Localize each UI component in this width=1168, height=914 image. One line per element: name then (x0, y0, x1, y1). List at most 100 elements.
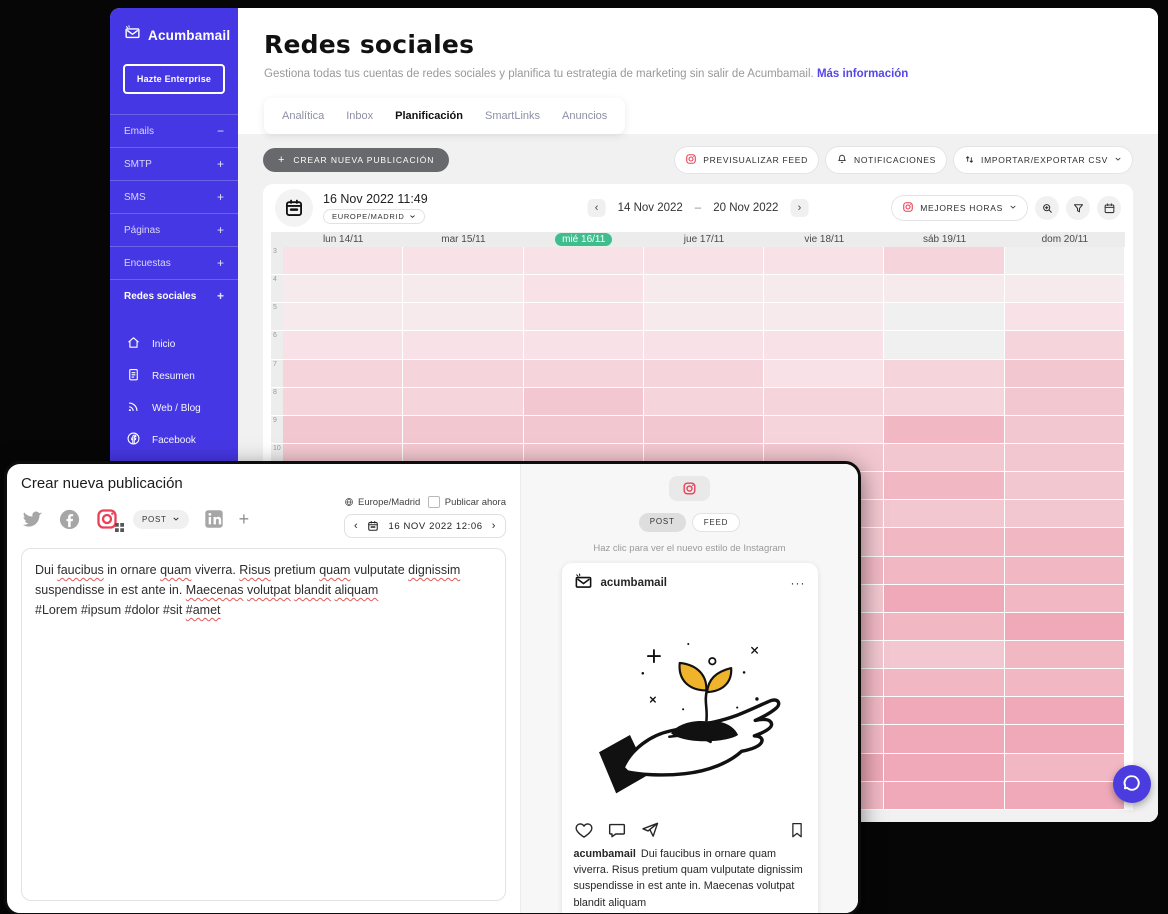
heatmap-cell[interactable] (523, 247, 644, 276)
more-info-link[interactable]: Más información (816, 68, 909, 80)
heatmap-cell[interactable] (884, 640, 1005, 670)
heatmap-cell[interactable] (283, 247, 404, 276)
heatmap-cell[interactable] (884, 303, 1005, 332)
expand-icon[interactable]: + (216, 289, 224, 303)
heatmap-cell[interactable] (643, 415, 765, 444)
facebook-network-button[interactable] (58, 508, 81, 531)
sidebar-section-smtp[interactable]: SMTP + (110, 147, 238, 180)
schedule-datetime-picker[interactable]: ‹ 16 NOV 2022 12:06 › (344, 514, 506, 538)
best-hours-selector[interactable]: MEJORES HORAS (891, 195, 1028, 221)
tab-analítica[interactable]: Analítica (282, 110, 325, 122)
instagram-network-button[interactable] (95, 507, 124, 532)
sidebar-section-páginas[interactable]: Páginas + (110, 213, 238, 246)
heatmap-cell[interactable] (403, 247, 524, 276)
comment-button[interactable] (607, 820, 627, 840)
heatmap-cell[interactable] (403, 275, 524, 304)
heatmap-cell[interactable] (523, 359, 644, 388)
heatmap-cell[interactable] (643, 331, 765, 360)
heatmap-cell[interactable] (1004, 669, 1125, 698)
sidebar-section-encuestas[interactable]: Encuestas + (110, 246, 238, 279)
share-button[interactable] (640, 820, 660, 840)
heatmap-cell[interactable] (764, 331, 885, 360)
sidebar-item-inicio[interactable]: Inicio (110, 328, 238, 360)
heatmap-cell[interactable] (1004, 387, 1125, 416)
heatmap-cell[interactable] (1004, 331, 1125, 360)
heatmap-cell[interactable] (1004, 303, 1125, 332)
heatmap-cell[interactable] (283, 415, 404, 444)
prev-week-button[interactable]: ‹ (587, 199, 606, 217)
heatmap-cell[interactable] (884, 415, 1005, 444)
heatmap-cell[interactable] (884, 472, 1005, 501)
heatmap-cell[interactable] (403, 303, 524, 332)
preview-toggle-post[interactable]: POST (638, 513, 686, 532)
heatmap-cell[interactable] (643, 359, 765, 388)
heatmap-cell[interactable] (1004, 584, 1125, 613)
heatmap-cell[interactable] (283, 359, 404, 388)
heatmap-cell[interactable] (884, 500, 1005, 529)
heatmap-cell[interactable] (643, 247, 765, 276)
heatmap-cell[interactable] (884, 753, 1005, 782)
heatmap-cell[interactable] (1004, 528, 1125, 557)
filter-button[interactable] (1066, 196, 1090, 220)
heatmap-cell[interactable] (884, 387, 1005, 416)
datetime-next-button[interactable]: › (491, 520, 496, 532)
chat-widget-button[interactable] (1113, 765, 1151, 803)
heatmap-cell[interactable] (283, 303, 404, 332)
post-text-input[interactable]: Dui faucibus in ornare quam viverra. Ris… (21, 548, 506, 901)
heatmap-cell[interactable] (643, 387, 765, 416)
heatmap-cell[interactable] (884, 669, 1005, 698)
tab-anuncios[interactable]: Anuncios (562, 110, 608, 122)
heatmap-cell[interactable] (283, 387, 404, 416)
sidebar-section-sms[interactable]: SMS + (110, 180, 238, 213)
sidebar-item-resumen[interactable]: Resumen (110, 360, 238, 392)
heatmap-cell[interactable] (884, 612, 1005, 641)
heatmap-cell[interactable] (523, 415, 644, 444)
zoom-button[interactable] (1035, 196, 1059, 220)
sidebar-item-web-blog[interactable]: Web / Blog (110, 392, 238, 424)
heatmap-cell[interactable] (1004, 781, 1125, 810)
sidebar-section-redes-sociales[interactable]: Redes sociales + (110, 279, 238, 312)
preview-feed-button[interactable]: PREVISUALIZAR FEED (674, 146, 819, 174)
heatmap-cell[interactable] (1004, 753, 1125, 782)
expand-icon[interactable]: + (216, 157, 224, 171)
upgrade-button[interactable]: Hazte Enterprise (123, 64, 225, 94)
heatmap-cell[interactable] (884, 528, 1005, 557)
sidebar-section-emails[interactable]: Emails − (110, 114, 238, 147)
heatmap-cell[interactable] (1004, 612, 1125, 641)
heatmap-cell[interactable] (283, 275, 404, 304)
heatmap-cell[interactable] (764, 303, 885, 332)
heatmap-cell[interactable] (884, 275, 1005, 304)
tab-smartlinks[interactable]: SmartLinks (484, 110, 541, 122)
heatmap-cell[interactable] (523, 303, 644, 332)
heatmap-cell[interactable] (1004, 472, 1125, 501)
collapse-icon[interactable]: − (216, 124, 224, 138)
next-week-button[interactable]: › (790, 199, 809, 217)
tab-planificación[interactable]: Planificación (395, 110, 463, 122)
heatmap-cell[interactable] (764, 247, 885, 276)
heatmap-cell[interactable] (523, 331, 644, 360)
expand-icon[interactable]: + (216, 256, 224, 270)
post-type-selector[interactable]: POST (133, 509, 189, 529)
heatmap-cell[interactable] (283, 331, 404, 360)
heatmap-cell[interactable] (764, 415, 885, 444)
save-post-button[interactable] (788, 821, 806, 839)
linkedin-network-button[interactable] (203, 508, 225, 530)
heatmap-cell[interactable] (764, 275, 885, 304)
sidebar-item-facebook[interactable]: Facebook (110, 424, 238, 456)
instagram-preview-chip[interactable] (669, 476, 710, 501)
heatmap-cell[interactable] (884, 443, 1005, 473)
heatmap-cell[interactable] (884, 359, 1005, 388)
calendar-view-button[interactable] (1097, 196, 1121, 220)
heatmap-cell[interactable] (403, 331, 524, 360)
notifications-button[interactable]: NOTIFICACIONES (824, 146, 948, 174)
heatmap-cell[interactable] (1004, 275, 1125, 304)
heatmap-cell[interactable] (764, 359, 885, 388)
heatmap-cell[interactable] (403, 387, 524, 416)
tab-inbox[interactable]: Inbox (346, 110, 374, 122)
timezone-selector[interactable]: EUROPE/MADRID (323, 209, 426, 224)
heatmap-cell[interactable] (1004, 640, 1125, 670)
heatmap-cell[interactable] (884, 725, 1005, 754)
heatmap-cell[interactable] (1004, 500, 1125, 529)
heatmap-cell[interactable] (884, 781, 1005, 810)
heatmap-cell[interactable] (523, 387, 644, 416)
